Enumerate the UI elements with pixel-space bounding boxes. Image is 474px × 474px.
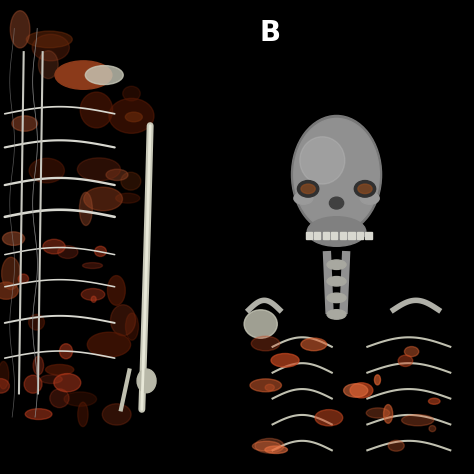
Ellipse shape [360,192,379,204]
Ellipse shape [388,440,404,451]
Ellipse shape [1,257,20,290]
Ellipse shape [57,246,78,258]
Ellipse shape [265,446,287,454]
Ellipse shape [301,338,327,351]
Ellipse shape [24,375,42,393]
Ellipse shape [10,11,30,48]
Bar [348,231,355,238]
Ellipse shape [294,192,313,204]
Ellipse shape [265,384,274,391]
Ellipse shape [0,361,9,389]
Ellipse shape [271,354,299,367]
Ellipse shape [374,375,381,385]
Ellipse shape [64,392,97,406]
Ellipse shape [108,275,125,305]
Bar [331,231,337,238]
Ellipse shape [404,346,419,356]
Ellipse shape [78,66,111,84]
Ellipse shape [126,313,138,340]
Ellipse shape [84,187,122,211]
Ellipse shape [109,99,154,133]
Ellipse shape [80,192,92,226]
Ellipse shape [116,193,140,203]
Ellipse shape [327,260,346,269]
Ellipse shape [106,169,128,181]
Ellipse shape [292,116,382,234]
Ellipse shape [43,239,65,254]
Ellipse shape [27,31,72,48]
Ellipse shape [366,408,390,418]
Ellipse shape [29,158,64,183]
Bar [357,231,363,238]
Ellipse shape [354,181,375,197]
Ellipse shape [77,158,120,181]
Ellipse shape [50,389,69,408]
Ellipse shape [251,336,280,351]
Ellipse shape [91,296,96,302]
Ellipse shape [344,384,368,397]
Bar [323,231,329,238]
Ellipse shape [32,34,69,61]
Ellipse shape [80,92,113,128]
Ellipse shape [125,112,142,122]
Ellipse shape [300,137,345,184]
Ellipse shape [33,356,44,375]
Ellipse shape [327,293,346,302]
Ellipse shape [401,415,434,426]
Bar [340,231,346,238]
Ellipse shape [95,246,106,256]
Ellipse shape [358,184,372,193]
Ellipse shape [40,375,62,383]
Ellipse shape [78,402,88,427]
Text: B: B [260,19,281,47]
Bar [306,231,312,238]
Ellipse shape [398,355,413,366]
Ellipse shape [329,197,344,209]
Ellipse shape [85,65,123,84]
Ellipse shape [250,379,282,392]
Ellipse shape [123,86,140,101]
Ellipse shape [18,274,28,283]
Bar [314,231,320,238]
Ellipse shape [82,263,102,269]
Ellipse shape [121,172,141,190]
Ellipse shape [46,365,74,375]
Ellipse shape [350,383,373,398]
Bar [0,28,209,417]
Ellipse shape [28,314,45,330]
Ellipse shape [301,184,315,193]
Ellipse shape [244,310,277,338]
Ellipse shape [25,409,52,419]
Ellipse shape [255,438,284,453]
Ellipse shape [102,404,131,425]
Ellipse shape [137,369,156,393]
Ellipse shape [0,282,18,299]
Ellipse shape [81,289,105,301]
Ellipse shape [297,181,319,197]
Ellipse shape [428,398,440,404]
Ellipse shape [307,217,366,246]
Ellipse shape [38,51,58,79]
Bar [237,81,474,450]
Ellipse shape [54,374,81,392]
Ellipse shape [2,232,25,246]
Ellipse shape [55,61,112,89]
Ellipse shape [87,332,131,357]
Ellipse shape [12,116,37,131]
Ellipse shape [253,441,281,451]
Ellipse shape [327,276,346,286]
Bar [365,231,372,238]
Ellipse shape [315,410,343,426]
Ellipse shape [429,426,436,432]
Ellipse shape [383,404,392,423]
Ellipse shape [60,344,73,359]
Ellipse shape [327,310,346,319]
Ellipse shape [0,379,9,393]
Ellipse shape [294,118,379,231]
Ellipse shape [110,305,136,336]
